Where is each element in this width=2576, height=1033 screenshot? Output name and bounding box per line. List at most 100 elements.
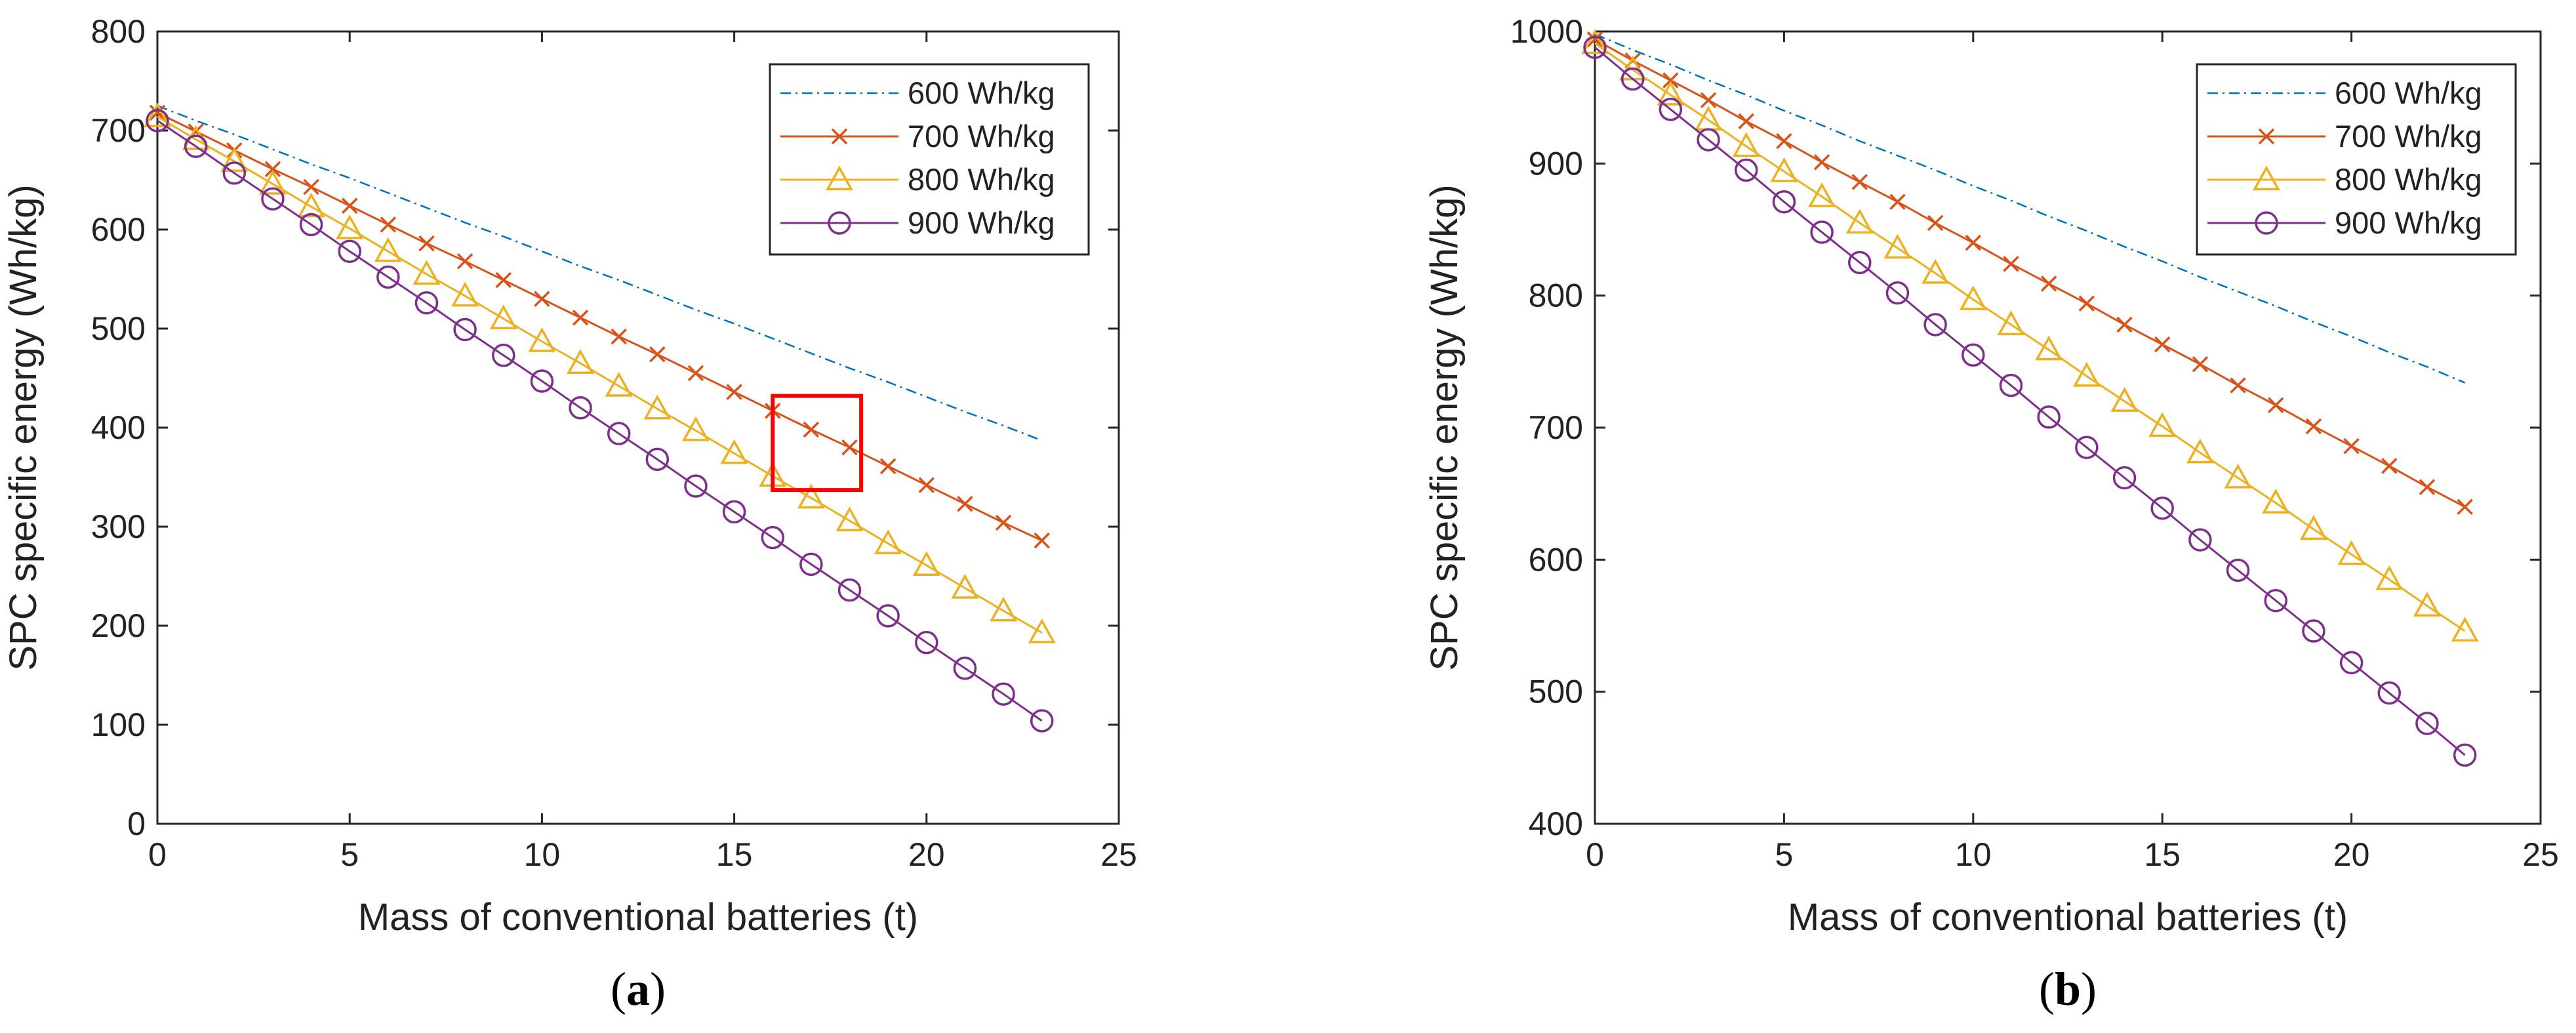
panel-b-xtick-label-2: 10 <box>1955 836 1992 873</box>
panel-a-series-2-point-10 <box>528 327 556 352</box>
panel-b-series-1-point-23-b <box>2457 498 2473 516</box>
panel-b-y-axis-title: SPC specific energy (Wh/kg) <box>1423 184 1466 670</box>
panel-b-series-0-line <box>1594 33 2466 384</box>
panel-b-series-3-point-22 <box>2415 712 2439 735</box>
panel-a-series-2-point-12 <box>605 371 633 397</box>
panel-a-series-3-point-20 <box>915 630 938 655</box>
panel-b-series-2-point-17 <box>2224 463 2252 489</box>
panel-b-series-1-point-4-b <box>1738 113 1754 130</box>
panel-b-series-3-point-21 <box>2377 681 2402 705</box>
panel-a-series-3-point-2 <box>222 161 247 185</box>
panel-a-ytick-label-4: 400 <box>91 409 146 446</box>
panel-a-ytick-label-8: 800 <box>91 13 146 50</box>
panel-b-series-1-point-17-b <box>2230 377 2246 394</box>
panel-b-series-2-point-23 <box>2451 617 2479 642</box>
panel-a-series-2 <box>144 102 1056 643</box>
panel-b-ytick-label-3: 700 <box>1529 409 1583 446</box>
panel-b-series-2-point-4 <box>1732 132 1760 157</box>
panel-a-series-1-point-9-b <box>495 272 512 289</box>
panel-a-series-3-point-19 <box>876 604 900 628</box>
panel-a-legend-marker-2 <box>826 165 853 191</box>
panel-a-series-3 <box>146 109 1054 733</box>
panel-b-series-3-point-23 <box>2453 743 2477 767</box>
panel-a-legend-label-1: 700 Wh/kg <box>908 119 1055 153</box>
panel-a-panel-label-letter: a <box>626 963 650 1015</box>
panel-b-series-3-point-16 <box>2188 528 2212 552</box>
panel-a-series-3-point-8 <box>453 317 477 342</box>
panel-a-series-3-line <box>157 119 1043 722</box>
panel-a-series-3-point-12 <box>607 422 631 445</box>
panel-a-highlight-box <box>771 394 864 493</box>
panel-b-panel-label: (b) <box>2039 963 2097 1015</box>
panel-a-series-2-point-0 <box>144 102 171 128</box>
panel-a-series-2-point-3 <box>258 169 287 195</box>
panel-a: 0 5 10 15 20 25 0 100 200 300 400 500 600 700 800 Mass … <box>2 13 1137 1015</box>
panel-b-series-3-point-2 <box>1659 98 1683 121</box>
panel-a-series-2-point-7 <box>413 260 441 285</box>
panel-b-series-1-point-3-b <box>1700 92 1717 108</box>
panel-b-series-2-point-14 <box>2110 387 2139 412</box>
panel-b-series-3-point-10 <box>1962 343 1985 367</box>
panel-b-ytick-label-0: 400 <box>1529 805 1583 842</box>
panel-b-series-1-point-18-b <box>2268 397 2284 414</box>
panel-a-series-2-point-17 <box>797 483 825 509</box>
panel-a-series-2-point-5 <box>336 214 364 239</box>
panel-b-series-3-point-1 <box>1620 67 1645 91</box>
panel-b-series-2-point-16 <box>2186 438 2214 464</box>
panel-a-series-2-point-23 <box>1028 618 1056 643</box>
panel-a-series-2-point-2 <box>220 147 249 172</box>
panel-b-series-2-point-5 <box>1770 157 1798 182</box>
panel-a-xtick-label-0: 0 <box>148 836 167 873</box>
panel-b-series-3-point-8 <box>1885 281 1910 305</box>
panel-b-series-3-point-20 <box>2339 651 2364 675</box>
panel-a-legend-label-0: 600 Wh/kg <box>908 75 1055 110</box>
panel-a-series-2-point-6 <box>374 237 402 262</box>
panel-b-series-2-point-11 <box>1997 310 2025 336</box>
panel-a-series-1-point-14-b <box>687 365 704 382</box>
panel-a-series-1-point-18-b <box>841 439 858 456</box>
panel-a-ytick-label-1: 100 <box>91 706 146 743</box>
panel-a-ytick-label-2: 200 <box>91 607 146 644</box>
panel-a-legend-marker-3 <box>828 211 851 235</box>
panel-a-ytick-label-0: 0 <box>127 805 146 842</box>
panel-b-legend-label-3: 900 Wh/kg <box>2335 205 2482 240</box>
panel-a-series-3-point-23 <box>1030 709 1054 733</box>
panel-b-series-3-point-19 <box>2302 619 2325 643</box>
panel-b-series-2-point-18 <box>2262 489 2290 514</box>
panel-b-series-1-point-10-b <box>1965 234 1982 251</box>
panel-b-series-3-point-17 <box>2226 558 2250 582</box>
panel-a-series-2-point-9 <box>489 304 517 330</box>
panel-b-series-3-point-3 <box>1697 128 1720 152</box>
panel-b-legend-label-1: 700 Wh/kg <box>2335 119 2482 153</box>
panel-b-series-1-point-16-b <box>2192 356 2209 373</box>
panel-b-series-2-point-12 <box>2035 335 2063 361</box>
panel-b-series-3 <box>1583 35 2477 767</box>
panel-a-series-2-point-22 <box>990 596 1018 622</box>
panel-a-series-2-point-4 <box>297 192 325 218</box>
panel-b-series-1-point-7-b <box>1851 174 1868 190</box>
panel-a-series-3-point-7 <box>414 291 439 315</box>
panel-a-ytick-label-5: 500 <box>91 310 146 347</box>
panel-b-xtick-label-1: 5 <box>1775 836 1793 873</box>
panel-a-series-3-point-0 <box>146 109 169 132</box>
panel-b: 0 5 10 15 20 25 400 500 600 700 800 900 1000 Mass of … <box>1423 13 2559 1015</box>
panel-a-series-1-point-22-b <box>995 514 1012 531</box>
panel-b-series-1-point-0-b <box>1586 31 1603 48</box>
panel-a-series-2-point-21 <box>951 574 979 599</box>
panel-b-legend-label-0: 600 Wh/kg <box>2335 75 2482 110</box>
panel-a-series-2-line <box>157 115 1043 634</box>
panel-a-series-3-point-18 <box>837 578 862 602</box>
panel-a-series-1-point-11-b <box>572 310 589 326</box>
panel-b-series-2-point-19 <box>2299 515 2327 540</box>
panel-b-series-2 <box>1581 29 2479 642</box>
panel-b-series-3-point-4 <box>1734 158 1758 182</box>
panel-a-series-1-point-20-b <box>918 477 935 493</box>
panel-a-series-3-point-10 <box>530 369 554 393</box>
panel-b-series-2-point-10 <box>1959 285 1987 310</box>
panel-b-series-3-point-18 <box>2264 588 2287 613</box>
panel-b-series-2-point-7 <box>1845 209 1874 234</box>
panel-a-x-axis-title: Mass of conventional batteries (t) <box>358 896 918 939</box>
panel-b-series-1-point-11-b <box>2003 256 2019 272</box>
panel-b-series-2-point-2 <box>1657 81 1685 106</box>
